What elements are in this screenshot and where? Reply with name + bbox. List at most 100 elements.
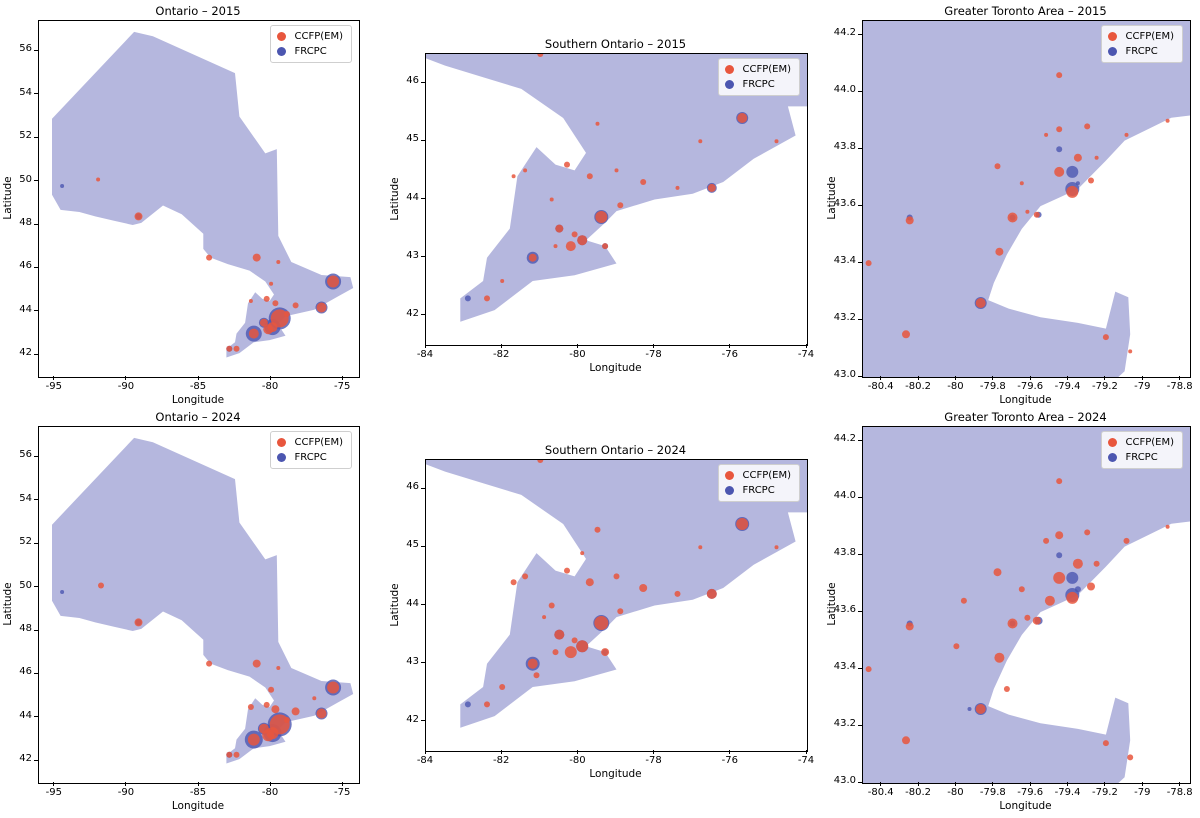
y-tick-mark [421,81,425,83]
legend-frcpc-label: FRCPC [1125,46,1158,57]
y-tick-label: 46 [19,260,32,272]
x-tick-mark [954,782,956,786]
ccfp-point [248,299,253,303]
x-tick-label: -80.2 [905,787,931,798]
x-tick-mark [729,344,731,348]
ccfp-point [233,345,240,352]
x-tick-label: -80 [261,787,279,798]
ccfp-point [549,197,554,202]
x-tick-label: -84 [416,349,434,360]
map-plot [52,437,354,764]
ccfp-point [953,643,960,650]
y-tick-label: 44 [406,191,419,203]
x-tick-mark [1029,782,1031,786]
x-tick-mark [729,750,731,754]
y-tick-label: 44 [19,303,32,315]
ccfp-point [1066,591,1079,604]
x-tick-mark [880,376,882,380]
ccfp-point [1127,754,1134,761]
ccfp-point [706,588,717,599]
x-tick-label: -80.2 [905,381,931,392]
ccfp-point [1044,595,1055,606]
ccfp-point [905,622,914,631]
ccfp-point [537,460,544,463]
legend: CCFP(EM) FRCPC [269,25,352,63]
ccfp-point [1084,529,1091,536]
legend-ccfp: CCFP(EM) [276,435,344,450]
x-tick-mark [341,376,343,380]
ccfp-point [527,658,538,669]
x-tick-mark [805,750,807,754]
ccfp-point [707,183,716,192]
ccfp-point [975,298,986,308]
frcpc-point [464,701,471,708]
y-tick-label: 54 [19,492,32,504]
ccfp-point [291,707,300,716]
legend-ccfp: CCFP(EM) [1107,29,1174,44]
y-axis-label: Latitude [2,582,14,626]
x-tick-label: -79.4 [1054,381,1081,392]
y-tick-label: 43.8 [833,547,856,559]
ccfp-point [1102,334,1109,341]
x-tick-mark [1029,376,1031,380]
x-tick-label: -79.2 [1091,787,1118,798]
x-tick-label: -85 [189,381,207,392]
y-tick-mark [421,545,425,547]
x-tick-label: -79.2 [1091,381,1118,392]
ccfp-point [613,573,620,580]
x-tick-label: -75 [333,787,351,798]
ccfp-point [905,216,914,225]
ccfp-point [1093,560,1100,567]
x-tick-label: -82 [493,755,510,766]
ccfp-point [594,526,601,533]
y-tick-mark [421,487,425,489]
legend-frcpc-marker [276,453,286,462]
ccfp-point [564,567,570,574]
chart-title: Southern Ontario – 2015 [544,37,687,51]
x-tick-label: -95 [45,381,63,392]
ccfp-point [698,139,703,144]
y-tick-label: 48 [19,217,32,229]
chart-title: Greater Toronto Area – 2015 [944,4,1107,18]
y-tick-label: 52 [19,536,32,548]
y-tick-label: 44 [406,597,419,609]
map-plot [426,460,807,728]
ccfp-point [737,113,748,123]
ccfp-point [698,545,703,550]
ccfp-point [553,244,558,249]
y-tick-label: 56 [19,449,32,461]
map-frame [38,426,360,784]
ccfp-point [565,241,576,252]
x-tick-label: -82 [493,349,510,360]
legend-ccfp: CCFP(EM) [724,62,791,77]
y-tick-mark [34,716,38,718]
ccfp-point [1018,586,1025,593]
ccfp-point [528,253,537,262]
y-tick-label: 43 [406,655,419,667]
ccfp-point [580,551,585,556]
ccfp-point [266,727,279,740]
x-tick-mark [269,376,271,380]
x-tick-label: -79 [1134,787,1151,798]
region-land [863,427,1190,783]
y-tick-mark [34,586,38,588]
ccfp-point [576,640,589,653]
legend-frcpc-marker [1107,47,1117,56]
y-tick-mark [858,375,862,377]
ccfp-point [226,345,233,352]
frcpc-point [60,590,65,594]
y-tick-label: 43.2 [833,312,856,324]
legend-frcpc: FRCPC [724,77,792,92]
y-tick-label: 43.0 [833,369,856,380]
ccfp-point [1088,177,1094,184]
x-tick-label: -78.8 [1166,787,1193,798]
ccfp-point [552,649,559,656]
legend-ccfp-label: CCFP(EM) [294,437,344,448]
map-frame [425,459,808,752]
y-tick-label: 43.4 [833,255,856,267]
ccfp-point [564,646,577,659]
y-tick-mark [34,49,38,51]
x-tick-mark [1141,782,1143,786]
ccfp-point [258,723,269,734]
y-tick-mark [858,496,862,498]
